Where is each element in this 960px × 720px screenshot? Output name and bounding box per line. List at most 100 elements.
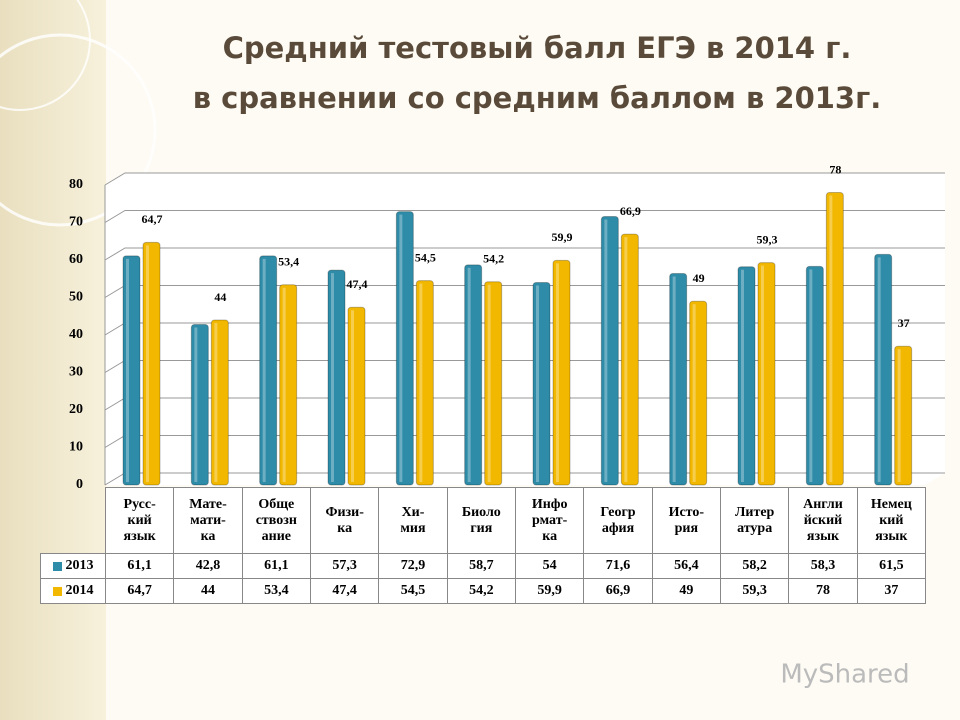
bar [874,253,893,486]
chart-subtitle: в сравнении со средним баллом в 2013г. [193,81,882,115]
table-value: 42,8 [173,553,243,579]
bar [600,216,619,486]
table-value: 37 [856,578,926,604]
data-label: 59,3 [757,232,778,246]
legend-entry: 2013 [40,553,106,579]
bar [689,300,708,486]
bar [279,284,298,486]
table-value: 61,1 [105,553,175,579]
y-tick-label: 40 [69,327,83,342]
chart-title: Средний тестовый балл ЕГЭ в 2014 г. [223,31,852,65]
data-label: 54,2 [483,252,504,266]
x-tick-label: Обще ствозн ание [241,487,311,554]
bar-shine [487,284,491,482]
bar [259,255,278,486]
decor-circle [0,33,157,227]
bar-shine [624,237,628,482]
table-value: 54,2 [446,578,516,604]
bar [484,281,503,486]
table-value: 49 [651,578,721,604]
bar [122,255,141,486]
bar [825,192,844,486]
bar-shine [829,195,833,482]
y-tick-label: 50 [69,290,83,305]
bar-shine [214,323,218,482]
plot-wall [105,173,945,485]
bar-shine [262,258,266,482]
x-tick-label: Хи- мия [378,487,448,554]
x-tick-label: Англи йский язык [788,487,858,554]
grid-line [104,210,945,223]
table-value: 61,1 [241,553,311,579]
bar [669,273,688,486]
grid-line [104,172,945,186]
decor-circle [0,0,91,111]
data-label: 64,7 [142,212,163,226]
y-tick-label: 10 [69,440,83,455]
data-label: 47,4 [347,277,368,291]
bar-shine [194,327,198,482]
data-label: 78 [829,162,841,176]
bar-shine [419,283,423,482]
bar-shine [556,263,559,482]
data-label: 44 [214,290,226,304]
y-tick-label: 70 [69,215,83,230]
table-value: 58,7 [446,553,516,579]
bar [464,264,483,486]
data-label: 54,5 [415,250,436,264]
data-label: 49 [693,271,705,285]
bar [737,266,756,486]
table-value: 54 [515,553,585,579]
table-value: 64,7 [105,578,175,604]
table-value: 59,9 [515,578,585,604]
x-tick-label: Мате- мати- ка [173,487,243,554]
legend-entry: 2014 [40,578,106,604]
bar-shine [146,245,149,482]
bar [327,269,346,486]
data-label: 53,4 [278,255,299,269]
y-tick-label: 60 [69,252,83,267]
bar [552,259,571,486]
bar [415,280,434,486]
bar-shine [672,276,676,482]
bar-shine [809,269,813,482]
table-value: 56,4 [651,553,721,579]
legend-swatch [52,561,62,571]
bar [757,262,776,486]
bar-shine [467,267,471,482]
bar-shine [692,304,696,482]
table-value: 58,2 [720,553,790,579]
table-value: 61,5 [856,553,926,579]
table-value: 59,3 [720,578,790,604]
bar [395,211,414,486]
x-tick-label: Биоло гия [446,487,516,554]
data-label: 59,9 [552,230,573,244]
bar [347,306,366,486]
table-value: 66,9 [583,578,653,604]
x-tick-label: Исто- рия [651,487,721,554]
bar [532,282,551,486]
table-value: 44 [173,578,243,604]
table-value: 57,3 [310,553,380,579]
table-value: 78 [788,578,858,604]
bar-shine [351,310,354,482]
bar-shine [761,265,764,482]
bar [190,324,209,486]
data-label: 66,9 [620,204,641,218]
y-tick-label: 20 [69,402,83,417]
bar-shine [536,285,539,482]
x-tick-label: Русс- кий язык [105,487,175,554]
bar-shine [331,273,334,482]
bar-shine [877,257,881,482]
x-tick-label: Литер атура [720,487,790,554]
table-value: 58,3 [788,553,858,579]
bar-shine [399,214,403,482]
bar [620,233,639,486]
y-tick-label: 30 [69,365,83,380]
bar [142,241,161,486]
bar-shine [741,269,744,482]
table-value: 54,5 [378,578,448,604]
bar-shine [282,287,286,482]
